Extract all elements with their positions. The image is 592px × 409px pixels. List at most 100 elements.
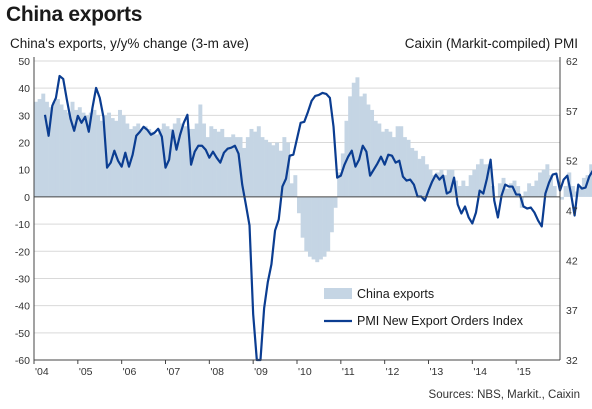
bar [348, 96, 353, 197]
bar [132, 126, 137, 197]
bar [560, 196, 564, 200]
bar [81, 112, 86, 197]
y-tick-right: 37 [566, 305, 578, 317]
bar [92, 109, 97, 197]
bar [538, 172, 543, 197]
bar [337, 172, 342, 197]
bar [231, 134, 236, 197]
right-axis-label: Caixin (Markit-compiled) PMI [404, 36, 578, 51]
bar [297, 196, 301, 214]
bar [384, 128, 389, 197]
bar [77, 107, 82, 197]
chart-title: China exports [6, 3, 143, 26]
bar [340, 153, 345, 197]
bar [267, 142, 272, 197]
bar [154, 134, 159, 197]
bar [322, 196, 327, 257]
x-tick-label: '12 [386, 366, 400, 378]
bar [44, 101, 49, 197]
bar [530, 186, 535, 197]
bar [88, 112, 93, 197]
bar [147, 128, 152, 197]
bar [194, 123, 199, 197]
bar [191, 128, 196, 197]
bar [315, 196, 320, 263]
bar [275, 142, 280, 197]
bar [202, 123, 206, 197]
bar [260, 137, 265, 197]
bar [183, 126, 188, 197]
bar [465, 186, 469, 197]
bar [234, 137, 239, 197]
bar [52, 101, 57, 197]
bar [424, 164, 429, 197]
y-tick-right: 42 [566, 255, 578, 267]
bar [253, 131, 258, 197]
line-series [43, 74, 592, 362]
bar [417, 158, 422, 197]
bar [278, 150, 283, 197]
x-tick-label: '10 [298, 366, 312, 378]
bar [227, 137, 232, 197]
bar [66, 112, 71, 197]
left-axis-label: China's exports, y/y% change (3-m ave) [10, 36, 249, 51]
bar [370, 109, 375, 197]
bar [63, 109, 68, 197]
x-tick-label: '07 [167, 366, 181, 378]
bar [432, 175, 437, 197]
bar [172, 123, 177, 197]
bar [176, 118, 181, 197]
bar [326, 196, 331, 252]
bar [304, 196, 309, 252]
bar [472, 169, 477, 197]
bar [59, 104, 64, 197]
bar [118, 109, 122, 197]
bar [457, 186, 462, 197]
y-tick-left: -60 [15, 355, 30, 367]
bar [198, 104, 203, 197]
bar [421, 156, 426, 197]
bar [391, 137, 396, 197]
bar [527, 183, 532, 197]
bar [169, 128, 174, 197]
bar [96, 115, 101, 197]
bar [143, 126, 148, 197]
bar [563, 186, 568, 197]
bar [351, 82, 356, 197]
bar [150, 131, 155, 197]
x-tick-label: '14 [473, 366, 487, 378]
bar [366, 104, 371, 197]
y-tick-left: -10 [15, 219, 30, 231]
bar [410, 147, 415, 197]
x-tick-label: '06 [123, 366, 137, 378]
bar [486, 164, 491, 197]
bar [505, 188, 510, 197]
bar [318, 196, 323, 260]
bar [541, 169, 546, 197]
bar [355, 77, 360, 197]
y-tick-right: 32 [566, 355, 578, 367]
x-tick-label: '04 [35, 366, 49, 378]
bar [362, 93, 367, 197]
bar [264, 139, 269, 197]
bar [439, 169, 444, 197]
legend-swatch-bars [324, 288, 352, 299]
bar [293, 175, 298, 197]
bar [373, 120, 378, 197]
y-tick-left: -20 [15, 246, 30, 258]
legend-label-line: PMI New Export Orders Index [357, 314, 524, 328]
bar [220, 128, 225, 197]
bar [468, 175, 473, 197]
bar [256, 126, 261, 197]
y-tick-left: 30 [18, 110, 30, 122]
bar [34, 101, 38, 197]
bar [158, 128, 163, 197]
bar [545, 164, 550, 197]
x-tick-label: '11 [342, 366, 355, 378]
y-tick-left: -50 [15, 328, 30, 340]
bar [446, 169, 451, 197]
bar [399, 126, 404, 197]
bar [99, 120, 104, 197]
bar [435, 172, 440, 197]
axes: 50 40 30 20 10 0 -10 -20 -30 -40 -50 -60 62 57 52 47 42 3… [15, 56, 578, 378]
